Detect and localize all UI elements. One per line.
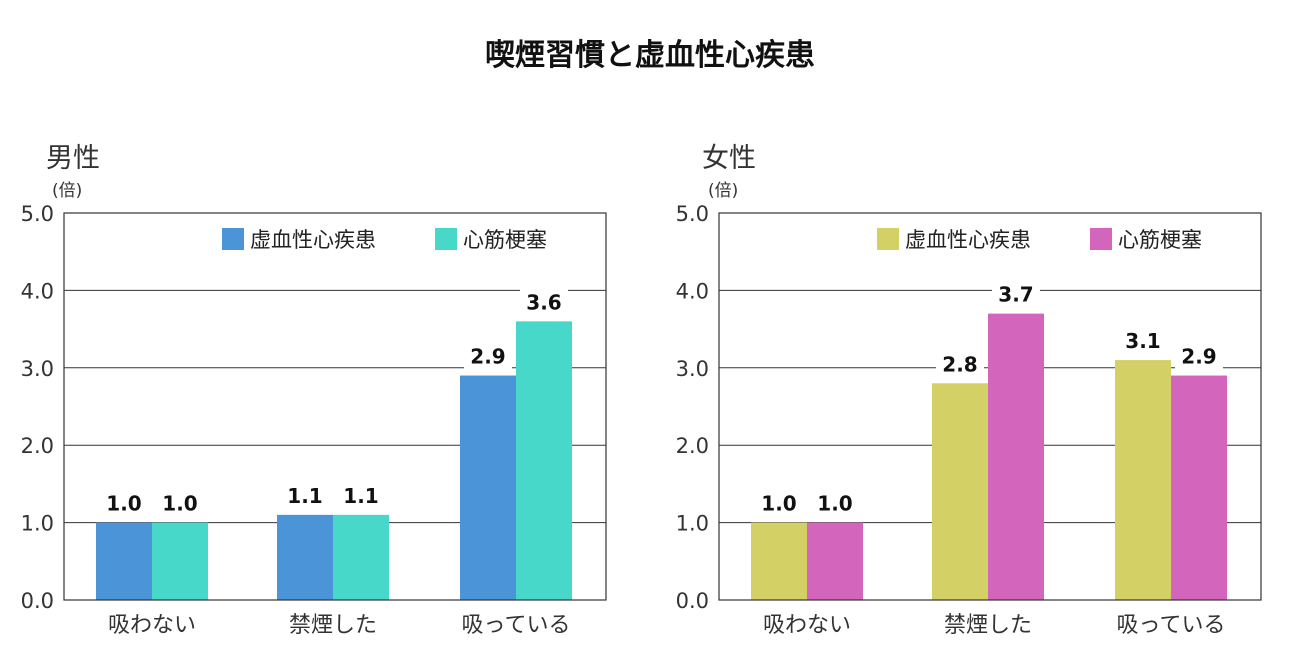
male-data-label-bg [337,482,385,509]
male-data-label: 1.1 [287,484,322,508]
panel-title-male: 男性 [46,143,100,174]
female-data-label-bg [992,281,1040,308]
male-data-label: 1.1 [343,484,378,508]
female-legend-swatch [1090,228,1112,250]
female-legend-swatch [877,228,899,250]
female-bar-series2 [1171,375,1227,600]
male-y-tick-label: 0.0 [21,589,54,613]
female-bar-series2 [988,313,1044,600]
male-data-label: 1.0 [162,492,197,516]
male-data-label: 2.9 [470,345,505,369]
female-data-label: 3.7 [998,283,1033,307]
female-y-tick-label: 5.0 [676,202,709,226]
chart-title: 喫煙習慣と虚血性心疾患 [485,38,815,73]
male-data-label: 1.0 [106,492,141,516]
female-bar-series2 [807,522,863,600]
female-data-label-bg [811,490,859,517]
female-data-label: 2.8 [942,352,977,376]
male-y-tick-label: 5.0 [21,202,54,226]
male-bar-series2 [516,321,572,600]
female-bar-series1 [751,522,807,600]
male-x-tick-label: 吸っている [462,613,571,638]
female-y-tick-label: 2.0 [676,434,709,458]
male-bar-series1 [460,375,516,600]
male-data-label-bg [100,490,148,517]
male-bar-series1 [96,522,152,600]
male-y-tick-label: 3.0 [21,357,54,381]
female-y-tick-label: 3.0 [676,357,709,381]
male-bar-series2 [152,522,208,600]
female-x-tick-label: 禁煙した [944,613,1032,638]
male-data-label: 3.6 [526,290,561,314]
female-y-tick-label: 4.0 [676,279,709,303]
unit-label-male: (倍) [52,181,83,201]
female-data-label: 3.1 [1125,329,1160,353]
male-data-label-bg [156,490,204,517]
male-legend-swatch [222,228,244,250]
panel-title-female: 女性 [702,143,756,174]
female-data-label-bg [936,351,984,378]
male-plot-frame [63,212,607,601]
male-legend-label: 虚血性心疾患 [250,228,376,252]
male-data-label-bg [464,343,512,370]
female-legend-label: 心筋梗塞 [1118,228,1202,252]
female-legend-label: 虚血性心疾患 [905,228,1031,252]
female-x-tick-label: 吸わない [763,613,851,638]
male-data-label-bg [520,289,568,316]
female-bar-series1 [1115,360,1171,600]
male-bar-series1 [277,514,333,600]
male-x-tick-label: 禁煙した [289,613,377,638]
male-bar-series2 [333,514,389,600]
female-data-label-bg [755,490,803,517]
unit-label-female: (倍) [708,181,739,201]
female-y-tick-label: 1.0 [676,512,709,536]
female-bar-series1 [932,383,988,600]
female-data-label: 1.0 [817,492,852,516]
female-data-label-bg [1175,343,1223,370]
female-plot-frame [718,212,1262,601]
female-data-label: 1.0 [761,492,796,516]
male-y-tick-label: 1.0 [21,512,54,536]
male-y-tick-label: 2.0 [21,434,54,458]
male-data-label-bg [281,482,329,509]
male-y-tick-label: 4.0 [21,279,54,303]
male-legend-swatch [435,228,457,250]
female-x-tick-label: 吸っている [1117,613,1226,638]
female-data-label: 2.9 [1181,345,1216,369]
male-x-tick-label: 吸わない [108,613,196,638]
male-legend-label: 心筋梗塞 [463,228,547,252]
female-y-tick-label: 0.0 [676,589,709,613]
female-data-label-bg [1119,328,1167,355]
